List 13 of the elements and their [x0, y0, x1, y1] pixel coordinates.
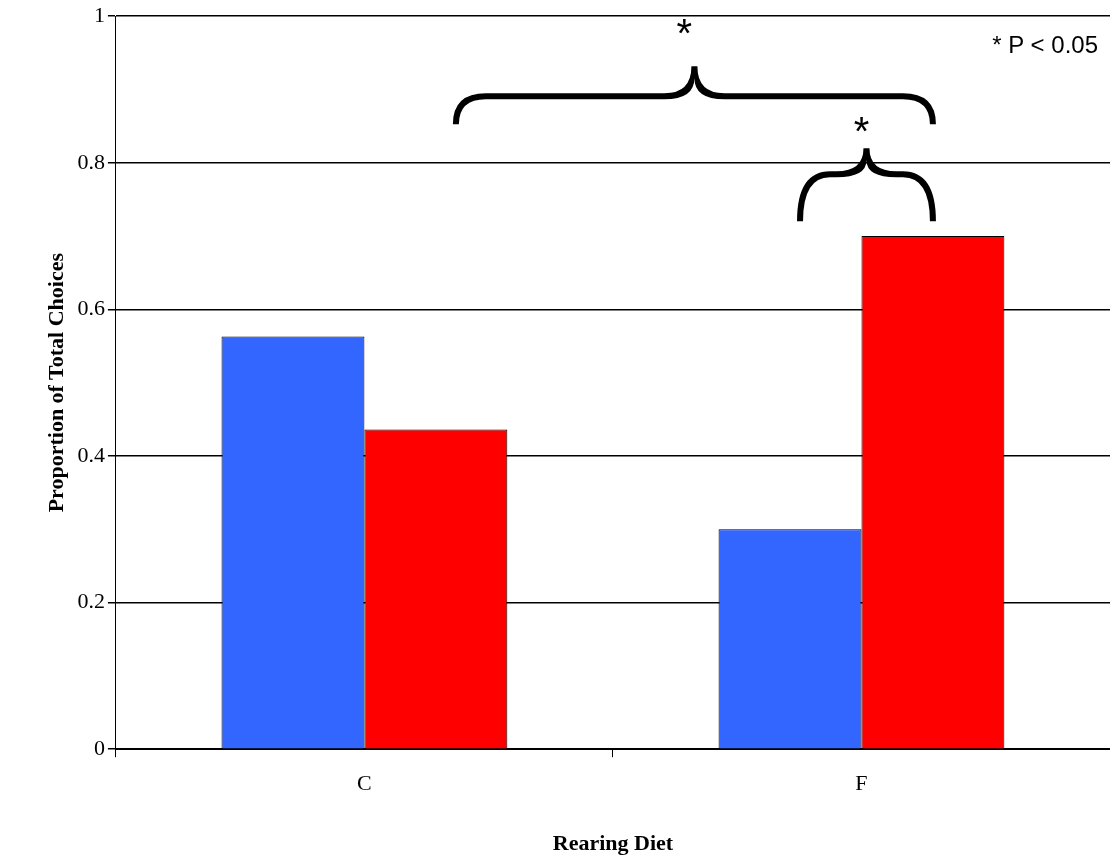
x-tick-label: F: [855, 770, 868, 796]
annotation: *: [676, 11, 693, 56]
annotation: * P < 0.05: [992, 30, 1098, 58]
annotation: *: [853, 109, 870, 154]
y-tick-label: 0.8: [77, 148, 105, 174]
y-tick-label: 0.2: [77, 588, 105, 614]
x-tick-label: C: [357, 770, 372, 796]
y-tick-label: 0.6: [77, 295, 105, 321]
y-axis-title: Proportion of Total Choices: [42, 252, 68, 513]
y-tick-label: 0.4: [77, 441, 105, 467]
y-tick-label: 0: [93, 734, 105, 760]
y-tick-label: 1: [93, 1, 105, 27]
x-axis-title: Rearing Diet: [552, 830, 674, 856]
